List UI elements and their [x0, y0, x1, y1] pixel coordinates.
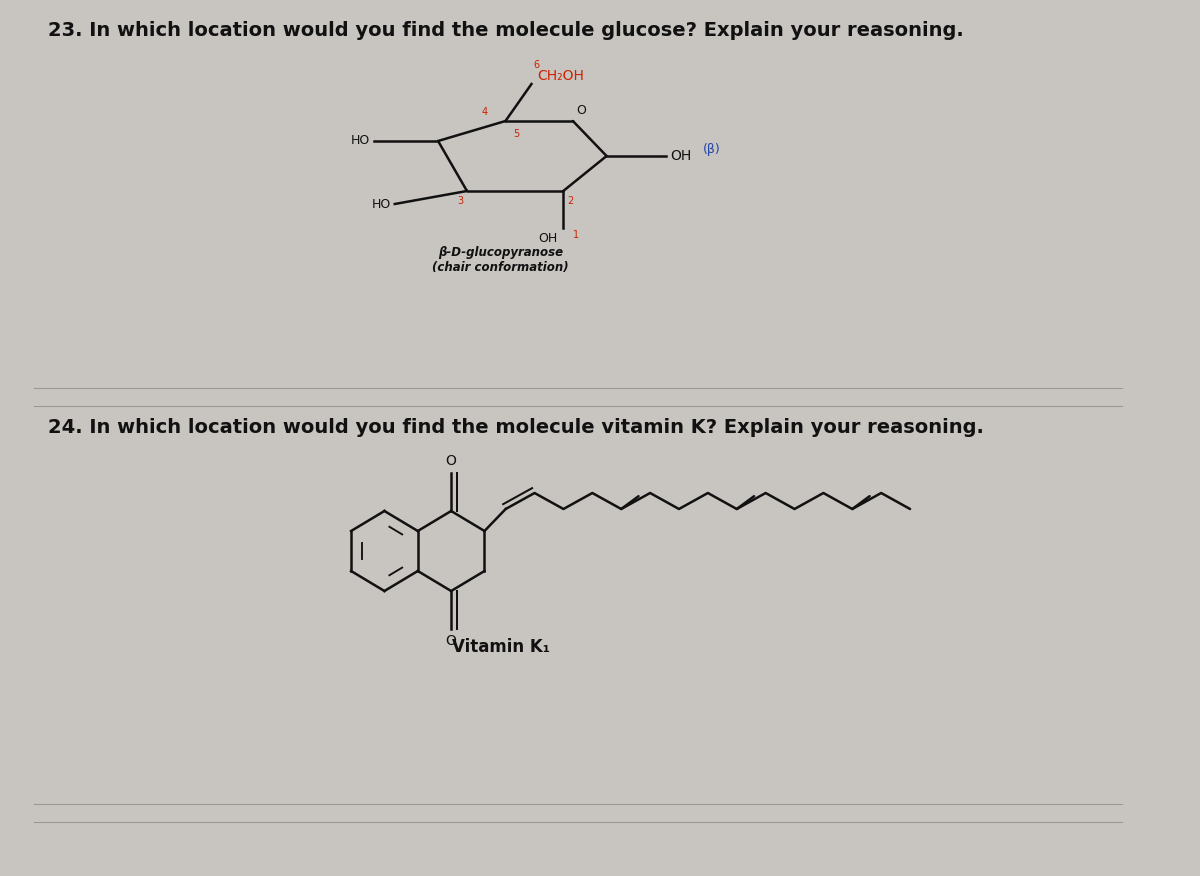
- Text: β-D-glucopyranose
(chair conformation): β-D-glucopyranose (chair conformation): [432, 246, 569, 274]
- Text: 3: 3: [457, 196, 463, 206]
- Text: 23. In which location would you find the molecule glucose? Explain your reasonin: 23. In which location would you find the…: [48, 21, 964, 40]
- Text: (β): (β): [703, 144, 721, 157]
- Text: 5: 5: [514, 129, 520, 139]
- Text: O: O: [577, 104, 587, 117]
- Text: OH: OH: [670, 149, 691, 163]
- Text: 24. In which location would you find the molecule vitamin K? Explain your reason: 24. In which location would you find the…: [48, 418, 984, 437]
- Text: OH: OH: [539, 232, 558, 245]
- Text: HO: HO: [350, 135, 370, 147]
- Text: 2: 2: [568, 196, 574, 206]
- Text: HO: HO: [372, 197, 391, 210]
- Text: CH₂OH: CH₂OH: [538, 69, 584, 83]
- Text: O: O: [445, 454, 456, 468]
- Text: Vitamin K₁: Vitamin K₁: [451, 638, 550, 656]
- Text: 4: 4: [482, 107, 488, 117]
- Text: 6: 6: [533, 60, 540, 70]
- Text: O: O: [445, 634, 456, 648]
- Text: 1: 1: [572, 230, 578, 240]
